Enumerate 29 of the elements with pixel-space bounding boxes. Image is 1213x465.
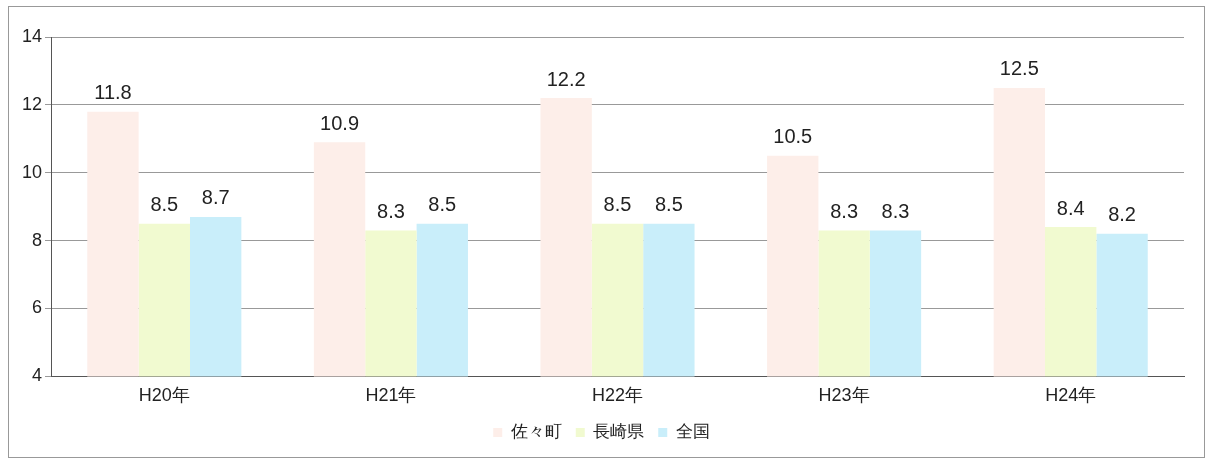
y-tick-label: 4 <box>32 365 43 386</box>
data-label: 8.4 <box>1056 196 1085 219</box>
data-label: 10.9 <box>320 111 360 134</box>
data-label: 8.3 <box>830 199 859 222</box>
x-tick-label: H22年 <box>592 385 644 406</box>
x-tick-label: H21年 <box>365 385 417 406</box>
data-label: 11.8 <box>94 81 132 104</box>
data-label: 8.3 <box>377 199 405 222</box>
y-tick-label: 14 <box>21 25 43 46</box>
y-tick-label: 6 <box>32 297 43 318</box>
data-label: 8.2 <box>1108 203 1136 226</box>
x-tick-label: H20年 <box>138 385 190 406</box>
legend-label: 長崎県 <box>593 422 645 442</box>
data-label: 12.5 <box>999 57 1039 80</box>
y-tick-label: 10 <box>21 161 43 182</box>
data-label: 8.5 <box>603 193 632 216</box>
data-label: 8.5 <box>654 193 683 216</box>
y-tick-label: 8 <box>32 229 43 250</box>
data-label: 10.5 <box>773 125 813 148</box>
data-label: 8.7 <box>201 186 230 209</box>
y-tick-label: 12 <box>21 93 43 114</box>
data-label: 8.5 <box>150 193 179 216</box>
legend-label: 佐々町 <box>510 422 562 442</box>
data-label: 12.2 <box>546 67 586 90</box>
data-label: 8.3 <box>881 199 910 222</box>
data-label: 8.5 <box>428 193 457 216</box>
legend-label: 全国 <box>675 422 710 442</box>
x-tick-label: H24年 <box>1045 385 1097 406</box>
x-tick-label: H23年 <box>818 385 870 406</box>
